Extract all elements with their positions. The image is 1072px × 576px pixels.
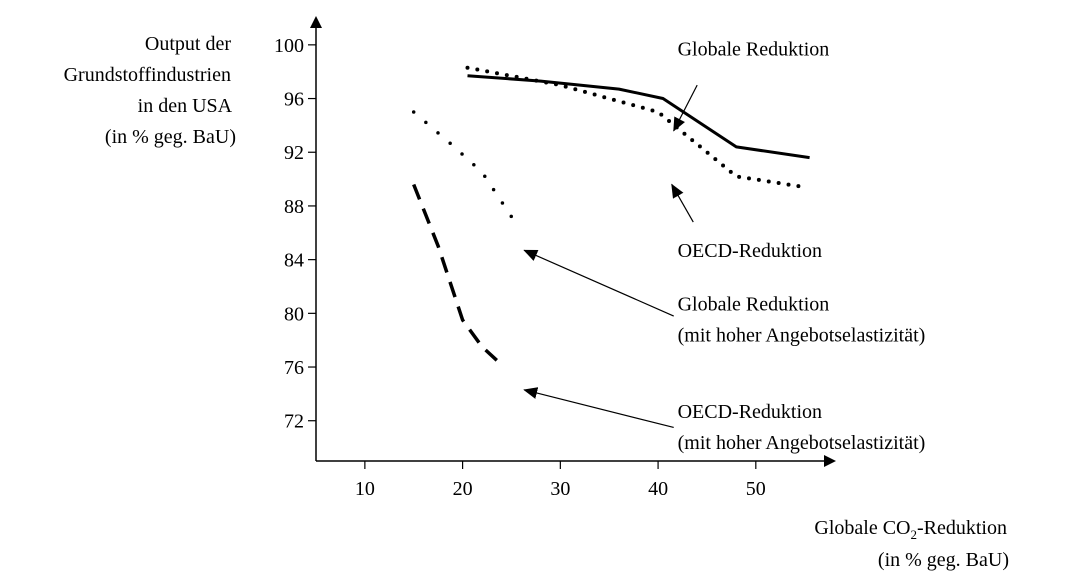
y-tick-label: 80 xyxy=(284,303,304,325)
x-tick-label: 20 xyxy=(453,478,473,500)
series-line-dotted xyxy=(465,65,807,190)
x-tick-label: 10 xyxy=(355,478,375,500)
x-axis-label-unit: (in % geg. BaU) xyxy=(878,549,1009,571)
x-ticks: 10 20 30 40 50 xyxy=(355,461,766,500)
y-tick-label: 76 xyxy=(284,357,304,379)
y-tick-label: 72 xyxy=(284,411,304,433)
y-tick-label: 100 xyxy=(274,35,304,57)
x-tick-label: 50 xyxy=(746,478,766,500)
annotation-label-global: Globale Reduktion xyxy=(678,39,830,61)
x-axis-label: Globale CO2-Reduktion xyxy=(814,517,1007,542)
annotation-label-oecd: OECD-Reduktion xyxy=(678,240,822,262)
annotation-label-global-elastic: Globale Reduktion (mit hoher Angebotselas… xyxy=(678,294,926,347)
y-tick-label: 84 xyxy=(284,250,304,272)
y-ticks: 100 96 92 88 84 80 76 72 xyxy=(274,35,316,433)
annotation-arrow-global-elastic xyxy=(523,249,674,317)
y-tick-label: 96 xyxy=(284,89,304,111)
x-tick-label: 40 xyxy=(648,478,668,500)
y-tick-label: 88 xyxy=(284,196,304,218)
annotation-label-oecd-elastic: OECD-Reduktion (mit hoher Angebotselastiz… xyxy=(678,401,926,454)
series-line-solid xyxy=(467,74,810,160)
series-line-dash-dot xyxy=(411,110,514,219)
y-axis-label: Output der Grundstoffindustrien in den U… xyxy=(64,33,236,148)
y-tick-label: 92 xyxy=(284,142,304,164)
annotation-arrow-oecd-elastic xyxy=(523,387,674,429)
series-layer xyxy=(411,65,810,362)
series-line-dashed xyxy=(412,183,498,362)
annotation-arrow-global xyxy=(673,84,698,132)
annotation-arrow-oecd xyxy=(671,183,694,223)
annotation-arrows xyxy=(523,84,698,429)
x-tick-label: 30 xyxy=(550,478,570,500)
annotation-labels: Globale Reduktion OECD-Reduktion Globale R… xyxy=(678,39,926,454)
